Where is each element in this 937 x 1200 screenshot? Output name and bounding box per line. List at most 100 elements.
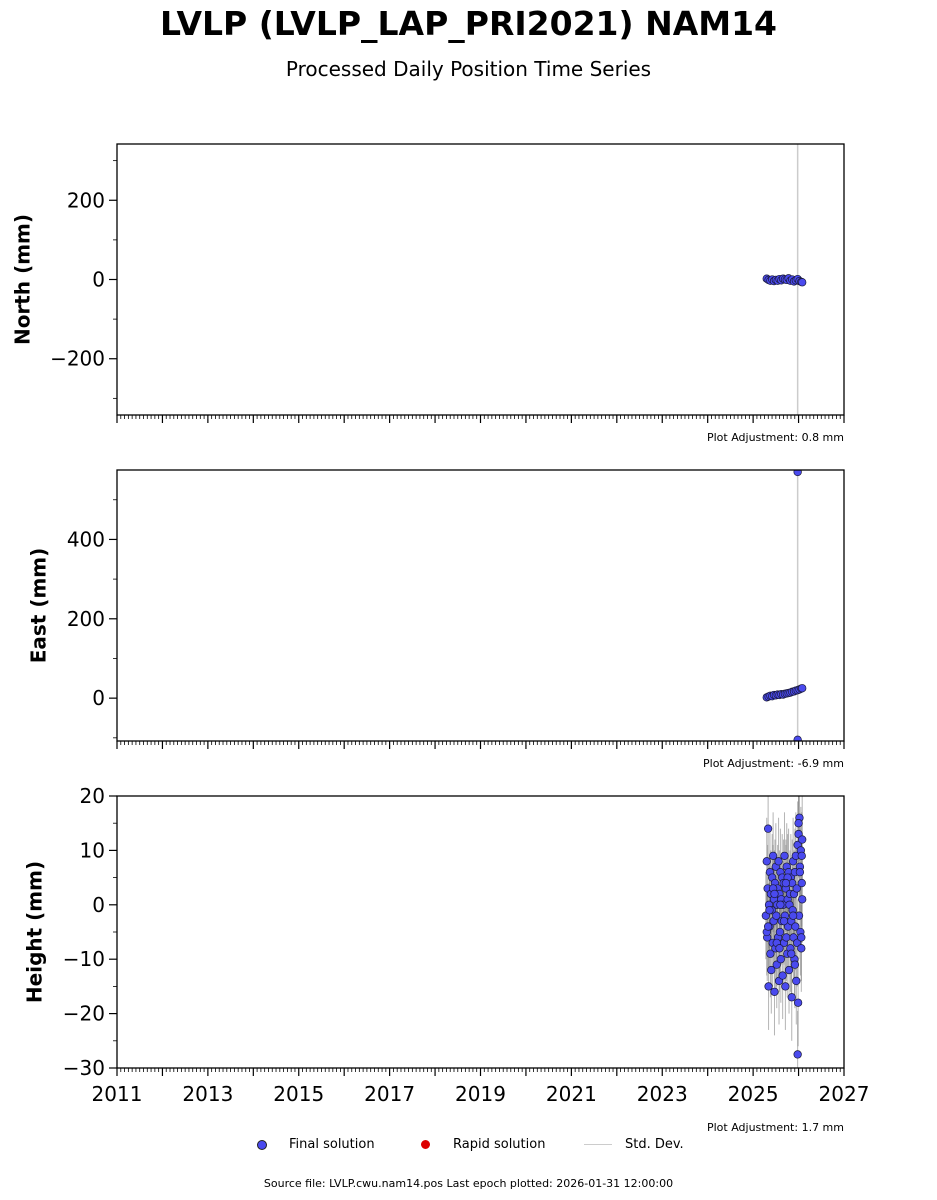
data-point: [791, 922, 800, 931]
x-tick-label: 2015: [273, 1082, 324, 1106]
data-point: [778, 971, 787, 980]
data-point: [772, 911, 781, 920]
axes-frame: [116, 143, 845, 416]
y-tick-label: 200: [67, 607, 105, 631]
y-tick-label: 20: [80, 784, 105, 808]
data-point: [772, 960, 781, 969]
y-tick-label: 0: [92, 893, 105, 917]
data-point: [793, 938, 802, 948]
legend-rapid-label: Rapid solution: [453, 1137, 546, 1152]
y-ticks: [109, 499, 117, 739]
x-tick-label: 2021: [546, 1082, 597, 1106]
y-tick-label: 200: [67, 188, 105, 212]
data-point: [794, 819, 803, 828]
y-tick-label: 10: [80, 838, 105, 862]
data-point: [797, 944, 806, 953]
data-point: [764, 982, 773, 991]
y-axis-label: Height (mm): [23, 861, 47, 1003]
y-tick-label: 0: [92, 268, 105, 292]
data-point: [798, 895, 807, 904]
data-point: [798, 278, 807, 287]
data-point: [793, 470, 802, 477]
source-footer: Source file: LVLP.cwu.nam14.pos Last epo…: [263, 1177, 674, 1190]
plot-adjustment-label: Plot Adjustment: 0.8 mm: [707, 431, 844, 444]
data-point: [781, 878, 790, 888]
y-tick-label: −200: [50, 347, 105, 371]
legend-final: Final solution: [257, 1137, 375, 1152]
data-point: [782, 933, 791, 942]
rapid-solution-marker-icon: [421, 1140, 430, 1149]
data-point: [787, 993, 796, 1002]
y-tick-label: 400: [67, 527, 105, 551]
data-point: [781, 982, 790, 991]
data-point: [798, 684, 807, 693]
x-tick-label: 2023: [637, 1082, 688, 1106]
plot-area: [762, 144, 807, 415]
axes-frame: [116, 469, 845, 742]
data-point: [770, 987, 779, 996]
y-ticks: [109, 160, 117, 399]
plot-area: [762, 470, 807, 741]
legend-stddev: Std. Dev.: [584, 1137, 684, 1152]
data-point: [797, 851, 806, 860]
page-title: LVLP (LVLP_LAP_PRI2021) NAM14: [159, 4, 777, 43]
data-point: [795, 868, 805, 877]
data-point: [765, 906, 774, 915]
y-axis-label: East (mm): [27, 548, 51, 664]
data-point: [763, 824, 773, 833]
data-point: [776, 955, 785, 964]
data-point: [793, 998, 803, 1007]
stddev-line-icon: [584, 1144, 612, 1145]
data-point: [770, 889, 779, 899]
data-point: [762, 857, 771, 866]
y-tick-label: −10: [63, 947, 105, 971]
data-point: [766, 949, 775, 958]
legend: Final solution Rapid solution Std. Dev.: [0, 1137, 937, 1157]
y-tick-label: −20: [63, 1002, 105, 1026]
data-point: [775, 944, 784, 953]
panel-1: 200 0 −200 North (mm) Plot Adjustment: 0.8 m…: [11, 143, 845, 444]
y-tick-label: 0: [92, 686, 105, 710]
plot-adjustment-label: Plot Adjustment: 1.7 mm: [707, 1121, 844, 1134]
data-point: [774, 857, 783, 866]
data-point: [775, 927, 785, 937]
x-ticks: [116, 415, 845, 423]
legend-rapid: Rapid solution: [421, 1137, 545, 1152]
y-tick-label: −30: [63, 1056, 105, 1080]
legend-stddev-label: Std. Dev.: [625, 1137, 684, 1152]
data-point: [790, 960, 800, 969]
data-point: [767, 965, 776, 975]
x-tick-label: 2011: [92, 1082, 143, 1106]
data-point: [798, 835, 807, 844]
plot-area: [761, 796, 807, 1068]
y-ticks: [109, 795, 117, 1069]
data-point: [792, 884, 801, 893]
data-point: [797, 878, 806, 888]
x-tick-label: 2013: [182, 1082, 233, 1106]
final-solution-marker-icon: [257, 1139, 267, 1150]
x-ticks: [116, 1068, 845, 1076]
data-point: [768, 851, 778, 860]
page-subtitle: Processed Daily Position Time Series: [285, 57, 652, 81]
legend-final-label: Final solution: [289, 1137, 375, 1152]
data-point: [793, 735, 802, 741]
x-tick-label: 2019: [455, 1082, 506, 1106]
data-point: [788, 911, 798, 920]
data-point: [779, 916, 789, 926]
x-tick-label: 2027: [819, 1082, 870, 1106]
x-tick-label: 2017: [364, 1082, 415, 1106]
data-point: [787, 949, 796, 958]
data-point: [792, 976, 801, 986]
x-tick-label: 2025: [728, 1082, 779, 1106]
data-point: [780, 851, 789, 860]
axes-frame: [116, 795, 845, 1069]
data-point: [797, 933, 806, 942]
x-ticks: [116, 741, 845, 749]
data-point: [784, 965, 794, 975]
panel-2: 400 200 0 East (mm) Plot Adjustment: -6.9 mm: [27, 469, 845, 770]
data-point: [776, 900, 785, 909]
plot-adjustment-label: Plot Adjustment: -6.9 mm: [703, 757, 844, 770]
data-point: [793, 1050, 802, 1059]
